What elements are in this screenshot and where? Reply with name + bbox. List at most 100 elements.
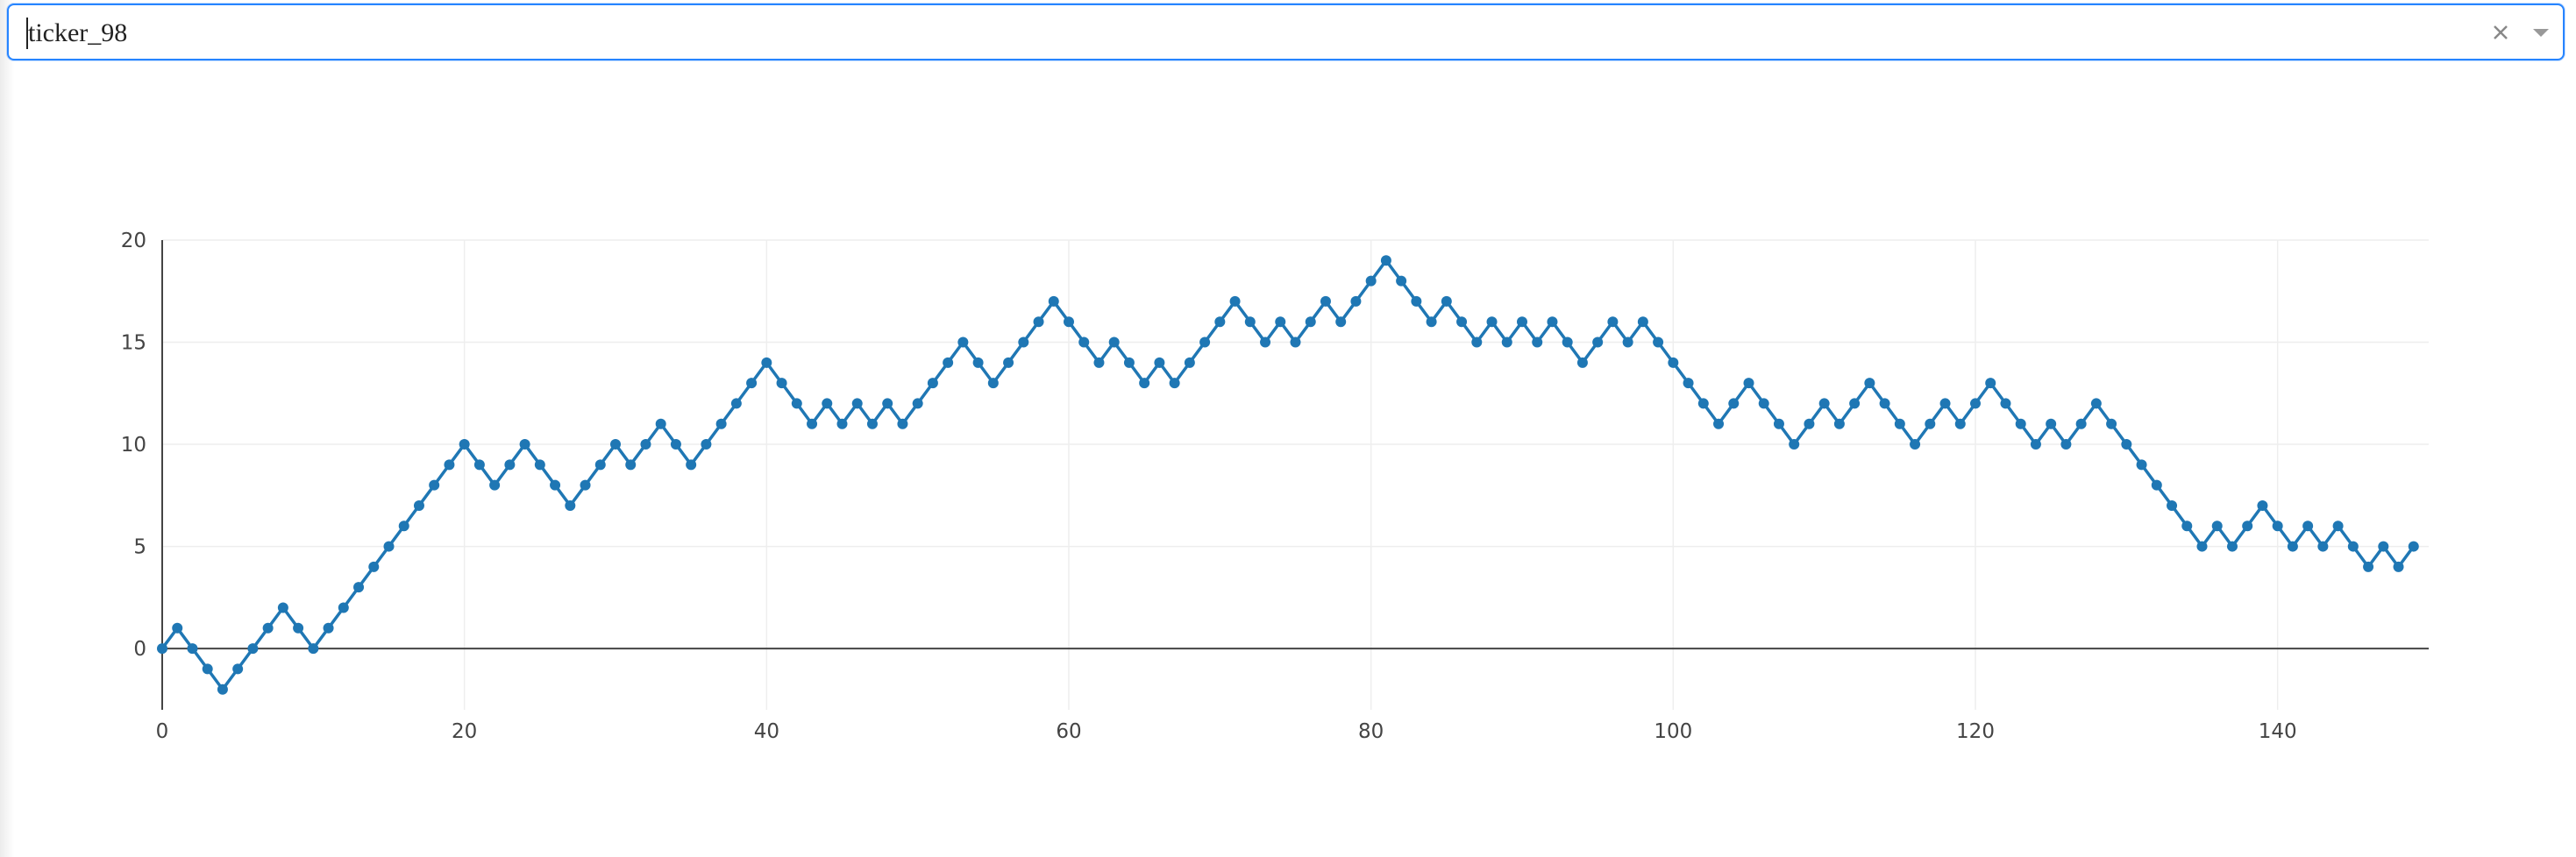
data-point[interactable]	[1910, 439, 1921, 450]
data-point[interactable]	[1683, 378, 1694, 389]
data-point[interactable]	[519, 439, 530, 450]
data-point[interactable]	[323, 622, 334, 634]
data-point[interactable]	[459, 439, 470, 450]
data-point[interactable]	[807, 418, 818, 429]
data-point[interactable]	[1562, 336, 1573, 348]
data-point[interactable]	[1532, 336, 1543, 348]
data-point[interactable]	[1894, 418, 1905, 429]
data-point[interactable]	[972, 357, 984, 368]
data-point[interactable]	[565, 499, 576, 511]
data-point[interactable]	[2121, 439, 2132, 450]
data-point[interactable]	[1093, 357, 1105, 368]
data-point[interactable]	[1653, 336, 1664, 348]
data-point[interactable]	[1426, 316, 1437, 328]
data-point[interactable]	[640, 439, 651, 450]
data-point[interactable]	[247, 643, 259, 655]
data-point[interactable]	[473, 459, 485, 471]
data-point[interactable]	[2106, 418, 2117, 429]
data-point[interactable]	[927, 378, 938, 389]
data-point[interactable]	[1970, 398, 1981, 409]
data-point[interactable]	[1517, 316, 1527, 328]
data-point[interactable]	[1576, 357, 1588, 368]
data-point[interactable]	[1365, 275, 1377, 287]
data-point[interactable]	[686, 459, 697, 471]
data-point[interactable]	[550, 479, 561, 491]
data-point[interactable]	[2332, 521, 2344, 532]
data-point[interactable]	[489, 479, 501, 491]
data-point[interactable]	[232, 663, 244, 675]
data-point[interactable]	[1350, 295, 1362, 307]
data-point[interactable]	[1123, 357, 1135, 368]
data-point[interactable]	[1411, 295, 1422, 307]
data-point[interactable]	[2090, 398, 2102, 409]
data-point[interactable]	[2060, 439, 2072, 450]
data-point[interactable]	[338, 602, 349, 613]
data-point[interactable]	[1290, 336, 1301, 348]
data-point[interactable]	[308, 643, 319, 655]
data-point[interactable]	[1184, 357, 1195, 368]
data-point[interactable]	[217, 683, 228, 695]
data-point[interactable]	[1471, 336, 1483, 348]
ticker-select-value[interactable]: ticker_98	[28, 18, 128, 47]
data-point[interactable]	[1758, 398, 1769, 409]
data-point[interactable]	[1396, 275, 1407, 287]
data-point[interactable]	[1622, 336, 1633, 348]
data-point[interactable]	[2257, 499, 2268, 511]
data-point[interactable]	[2030, 439, 2041, 450]
data-point[interactable]	[368, 561, 380, 572]
data-point[interactable]	[157, 643, 167, 655]
data-point[interactable]	[2211, 521, 2223, 532]
data-point[interactable]	[822, 398, 833, 409]
data-point[interactable]	[1139, 378, 1150, 389]
data-point[interactable]	[2347, 541, 2359, 552]
data-point[interactable]	[2196, 541, 2208, 552]
data-point[interactable]	[2272, 521, 2283, 532]
data-point[interactable]	[1879, 398, 1890, 409]
data-point[interactable]	[2000, 398, 2011, 409]
data-point[interactable]	[1592, 336, 1604, 348]
data-point[interactable]	[625, 459, 637, 471]
data-point[interactable]	[897, 418, 908, 429]
data-point[interactable]	[187, 643, 198, 655]
ticker-select[interactable]: ticker_98	[7, 4, 2565, 60]
data-point[interactable]	[1169, 378, 1180, 389]
data-point[interactable]	[1275, 316, 1286, 328]
data-point[interactable]	[2302, 521, 2314, 532]
data-point[interactable]	[2317, 541, 2329, 552]
data-point[interactable]	[429, 479, 440, 491]
data-point[interactable]	[1833, 418, 1845, 429]
data-point[interactable]	[2393, 561, 2404, 572]
data-point[interactable]	[1668, 357, 1679, 368]
data-point[interactable]	[2136, 459, 2147, 471]
data-point[interactable]	[2151, 479, 2162, 491]
data-point[interactable]	[353, 582, 365, 593]
data-point[interactable]	[1078, 336, 1090, 348]
data-point[interactable]	[1728, 398, 1740, 409]
data-point[interactable]	[1048, 295, 1059, 307]
data-point[interactable]	[1154, 357, 1165, 368]
data-point[interactable]	[1713, 418, 1725, 429]
data-point[interactable]	[444, 459, 455, 471]
data-point[interactable]	[1229, 295, 1241, 307]
data-point[interactable]	[1003, 357, 1014, 368]
data-point[interactable]	[1697, 398, 1709, 409]
data-point[interactable]	[277, 602, 288, 613]
data-point[interactable]	[882, 398, 893, 409]
data-point[interactable]	[701, 439, 712, 450]
data-point[interactable]	[730, 398, 742, 409]
data-point[interactable]	[610, 439, 621, 450]
data-point[interactable]	[1789, 439, 1800, 450]
data-point[interactable]	[1954, 418, 1966, 429]
data-point[interactable]	[1064, 316, 1074, 328]
data-point[interactable]	[957, 336, 969, 348]
data-point[interactable]	[594, 459, 606, 471]
data-point[interactable]	[1033, 316, 1044, 328]
data-point[interactable]	[580, 479, 591, 491]
data-point[interactable]	[2378, 541, 2389, 552]
data-point[interactable]	[715, 418, 727, 429]
data-point[interactable]	[172, 622, 183, 634]
data-point[interactable]	[1607, 316, 1619, 328]
data-point[interactable]	[2226, 541, 2238, 552]
data-point[interactable]	[1743, 378, 1754, 389]
data-point[interactable]	[398, 521, 409, 532]
